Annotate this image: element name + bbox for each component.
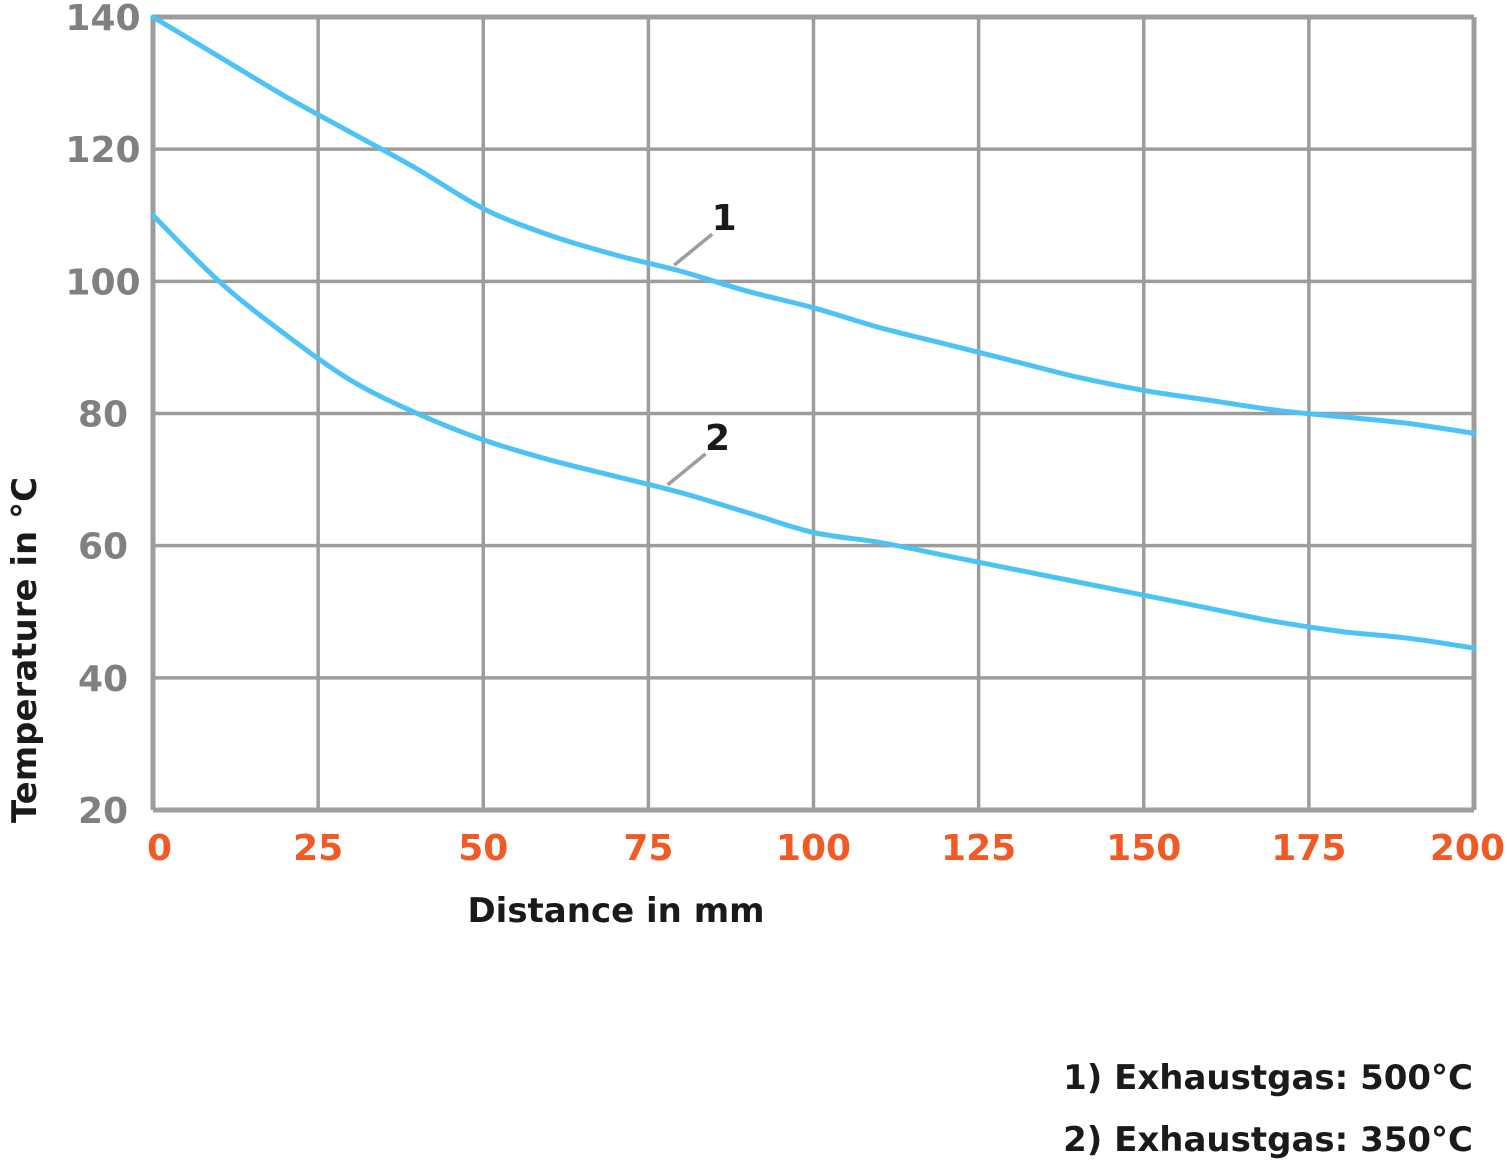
series-lines (150, 14, 1477, 651)
series-label-1: 1 (712, 198, 737, 239)
x-tick-label: 75 (623, 828, 673, 869)
y-axis-title: Temperature in °C (5, 477, 45, 823)
series-label-2: 2 (705, 418, 730, 459)
y-axis-ticks: 20 40 60 80 100 120 140 (65, 0, 140, 832)
series-leader-2 (666, 452, 707, 487)
x-axis-title: Distance in mm (467, 891, 764, 931)
series-leader-1 (673, 232, 714, 267)
x-tick-label: 125 (941, 828, 1016, 869)
y-tick-label: 100 (65, 262, 140, 303)
x-tick-label: 0 (147, 828, 172, 869)
y-tick-label: 140 (65, 0, 140, 39)
series-line-1 (150, 14, 1477, 436)
grid (150, 14, 1477, 813)
y-tick-label: 120 (65, 130, 140, 171)
x-axis-ticks: 0 25 50 75 100 125 150 175 200 (147, 828, 1505, 869)
x-tick-label: 25 (293, 828, 343, 869)
x-tick-label: 100 (776, 828, 851, 869)
y-tick-label: 60 (78, 527, 128, 568)
x-tick-label: 150 (1106, 828, 1181, 869)
legend-note-2: 2) Exhaustgas: 350°C (1063, 1120, 1473, 1160)
y-tick-label: 80 (78, 395, 128, 436)
y-tick-label: 40 (78, 659, 128, 700)
x-tick-label: 200 (1430, 828, 1505, 869)
x-tick-label: 175 (1271, 828, 1346, 869)
x-tick-label: 50 (458, 828, 508, 869)
legend-note-1: 1) Exhaustgas: 500°C (1063, 1058, 1473, 1098)
y-tick-label: 20 (78, 791, 128, 832)
series-line-2 (150, 212, 1477, 651)
series-leaders: 12 (666, 198, 737, 487)
